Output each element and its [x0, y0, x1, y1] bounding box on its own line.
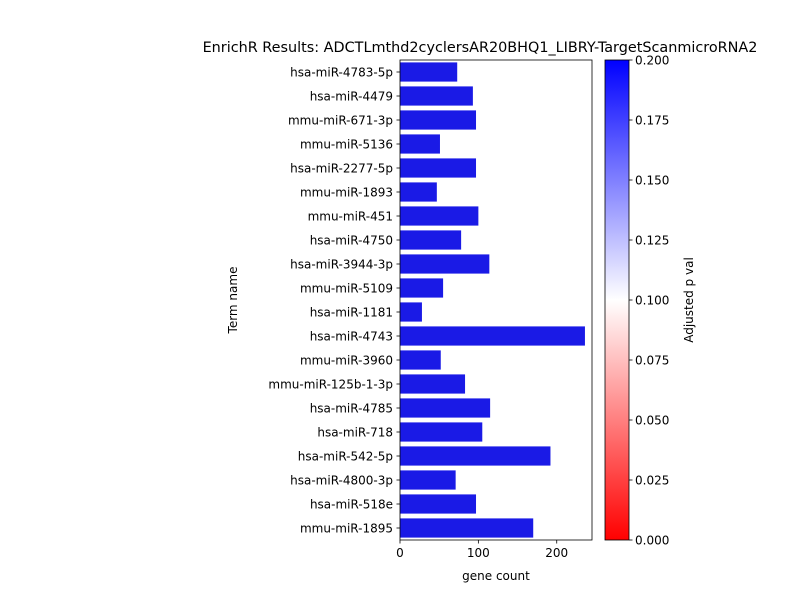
- bar: [400, 446, 551, 466]
- y-tick-label: mmu-miR-1893: [300, 186, 393, 200]
- y-tick-label: hsa-miR-4750: [310, 234, 393, 248]
- y-tick-label: hsa-miR-2277-5p: [290, 162, 393, 176]
- y-tick-label: mmu-miR-5136: [300, 138, 393, 152]
- bar: [400, 158, 477, 178]
- y-axis-label: Term name: [226, 267, 240, 335]
- bar: [400, 398, 491, 418]
- bar: [400, 62, 458, 82]
- bar: [400, 302, 422, 322]
- bar: [400, 350, 441, 370]
- bar: [400, 110, 477, 130]
- x-tick-label: 100: [467, 546, 490, 560]
- bar: [400, 374, 466, 394]
- y-tick-label: hsa-miR-4743: [310, 330, 393, 344]
- colorbar: [604, 59, 630, 541]
- chart-title: EnrichR Results: ADCTLmthd2cyclersAR20BH…: [203, 40, 758, 56]
- y-tick-label: hsa-miR-4785: [310, 402, 393, 416]
- colorbar-tick-label: 0.200: [635, 54, 669, 68]
- colorbar-tick-label: 0.025: [635, 474, 669, 488]
- y-tick-label: hsa-miR-4479: [310, 90, 393, 104]
- y-tick-label: hsa-miR-718: [317, 426, 393, 440]
- x-axis-label: gene count: [462, 569, 530, 583]
- bar: [400, 326, 585, 346]
- bar: [400, 422, 483, 442]
- colorbar-tick-label: 0.050: [635, 414, 669, 428]
- y-tick-label: hsa-miR-518e: [310, 498, 393, 512]
- y-tick-label: mmu-miR-1895: [300, 522, 393, 536]
- bar: [400, 278, 444, 298]
- y-tick-label: mmu-miR-3960: [300, 354, 393, 368]
- bar: [400, 206, 479, 226]
- plot-frame: [399, 59, 593, 541]
- colorbar-tick-label: 0.100: [635, 294, 669, 308]
- y-tick-labels: hsa-miR-4783-5p hsa-miR-4479 mmu-miR-671-3…: [268, 66, 400, 536]
- y-tick-label: hsa-miR-1181: [310, 306, 393, 320]
- y-tick-label: hsa-miR-4800-3p: [290, 474, 393, 488]
- colorbar-tick-label: 0.150: [635, 174, 669, 188]
- bar: [400, 494, 477, 514]
- bar: [400, 86, 473, 106]
- colorbar-tick-label: 0.175: [635, 114, 669, 128]
- colorbar-tick-label: 0.125: [635, 234, 669, 248]
- colorbar-tick-label: 0.000: [635, 534, 669, 548]
- y-tick-label: mmu-miR-671-3p: [288, 114, 393, 128]
- bar: [400, 470, 456, 490]
- colorbar-tick-labels: 0.000 0.025 0.050 0.075 0.100 0.125 0.150 0.175…: [629, 54, 669, 548]
- y-tick-label: mmu-miR-5109: [300, 282, 393, 296]
- x-tick-labels: 0 100 200: [396, 540, 568, 560]
- colorbar-tick-label: 0.075: [635, 354, 669, 368]
- bars-layer: [400, 62, 585, 538]
- bar: [400, 518, 534, 538]
- y-tick-label: hsa-miR-3944-3p: [290, 258, 393, 272]
- bar: [400, 182, 437, 202]
- y-tick-label: hsa-miR-4783-5p: [290, 66, 393, 80]
- x-tick-label: 200: [545, 546, 568, 560]
- bar: [400, 230, 462, 250]
- y-tick-label: mmu-miR-451: [308, 210, 393, 224]
- x-tick-label: 0: [396, 546, 404, 560]
- bar: [400, 134, 440, 154]
- bar: [400, 254, 490, 274]
- y-tick-label: hsa-miR-542-5p: [298, 450, 393, 464]
- y-tick-label: mmu-miR-125b-1-3p: [268, 378, 393, 392]
- colorbar-label: Adjusted p val: [682, 257, 696, 343]
